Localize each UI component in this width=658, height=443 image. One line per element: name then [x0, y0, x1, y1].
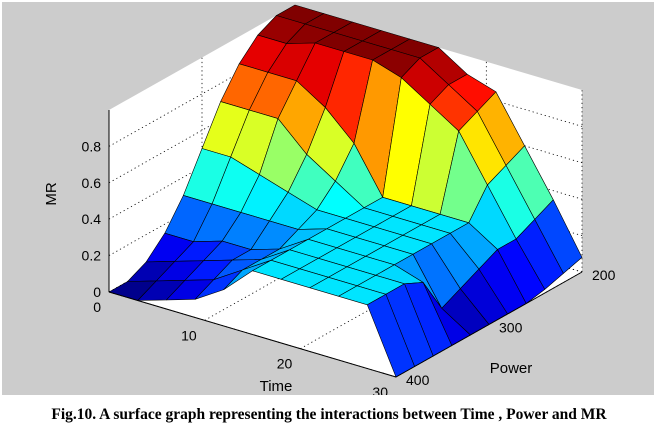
- surface-plot: 0 0.2 0.4 0.6 0.8 0 10 20 30 200 300 400 MR Time Po…: [43, 4, 616, 395]
- y-tick-label: 200: [592, 267, 616, 283]
- x-tick-label: 0: [93, 299, 101, 315]
- x-tick-label: 20: [277, 356, 293, 372]
- z-tick-label: 0.6: [82, 175, 102, 191]
- z-axis-label: MR: [43, 182, 60, 205]
- figure-caption: Fig.10. A surface graph representing the…: [51, 406, 607, 423]
- y-tick-label: 300: [499, 320, 523, 336]
- axis-line: [108, 291, 397, 378]
- z-tick-label: 0: [93, 284, 101, 300]
- z-tick-label: 0.8: [82, 138, 102, 154]
- x-axis-label: Time: [260, 378, 293, 395]
- tick-labels: 0 0.2 0.4 0.6 0.8 0 10 20 30 200 300 400: [82, 138, 616, 395]
- z-tick-label: 0.4: [82, 211, 102, 227]
- z-tick-label: 0.2: [82, 248, 102, 264]
- figure-panel: 0 0.2 0.4 0.6 0.8 0 10 20 30 200 300 400 MR Time Po…: [2, 2, 654, 395]
- axis-line: [395, 271, 583, 378]
- axes-box: [108, 110, 583, 378]
- x-tick-label: 30: [372, 384, 388, 395]
- surface: [108, 4, 583, 378]
- x-tick-label: 10: [181, 327, 197, 343]
- y-axis-label: Power: [490, 360, 533, 377]
- y-tick-label: 400: [406, 372, 430, 388]
